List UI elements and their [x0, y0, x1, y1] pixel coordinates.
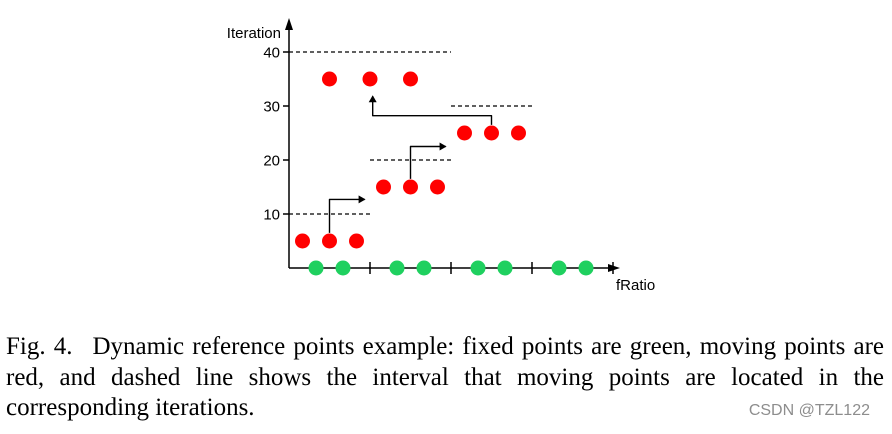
fixed-point [578, 260, 594, 276]
moving-point [457, 125, 472, 141]
moving-point [295, 233, 310, 249]
moving-point [349, 233, 364, 249]
moving-point [484, 125, 499, 141]
move-arrow [409, 142, 447, 179]
fixed-point [497, 260, 513, 276]
fixed-point [389, 260, 405, 276]
moving-point [376, 179, 391, 195]
figure: 10 20 30 40 Iteration fRatio [227, 18, 655, 294]
y-tick-label: 10 [263, 207, 280, 224]
x-axis-label: fRatio [616, 277, 655, 294]
fixed-point [551, 260, 567, 276]
moving-point [430, 179, 445, 195]
figure-caption: Fig. 4. Dynamic reference points example:… [6, 332, 884, 424]
fixed-point [470, 260, 486, 276]
fixed-point [308, 260, 324, 276]
y-tick-label: 40 [263, 45, 280, 62]
moving-point [322, 233, 337, 249]
fixed-point [416, 260, 432, 276]
y-axis-label: Iteration [227, 25, 281, 42]
moving-point [403, 179, 418, 195]
moving-point [322, 71, 337, 87]
caption-text: Dynamic reference points example: fixed … [6, 333, 884, 421]
moving-point [403, 71, 418, 87]
moving-point [362, 71, 378, 87]
watermark: CSDN @TZL122 [748, 402, 870, 419]
y-axis-arrowhead [285, 18, 293, 30]
y-tick-label: 30 [263, 99, 280, 116]
move-arrow [328, 195, 366, 233]
fixed-point [335, 260, 351, 276]
scatter-chart: 10 20 30 40 Iteration fRatio [227, 18, 655, 294]
caption-label: Fig. 4. [6, 333, 73, 360]
x-axis-arrowhead [608, 264, 620, 272]
y-tick-label: 20 [263, 153, 280, 170]
move-arrow [368, 95, 493, 125]
moving-point [511, 125, 526, 141]
